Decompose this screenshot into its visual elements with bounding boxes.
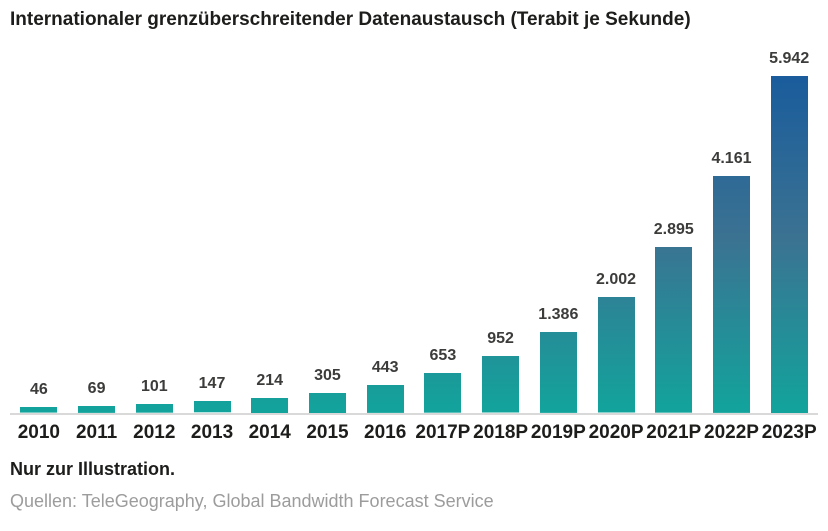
bar-value-label: 443: [371, 358, 399, 376]
bar: [597, 297, 635, 413]
bar-column: 653: [414, 347, 472, 413]
bar: [366, 384, 404, 413]
bar-column: 305: [299, 367, 357, 413]
x-axis-label: 2016: [364, 421, 407, 443]
bar: [78, 405, 116, 413]
bar-column: 443: [356, 359, 414, 413]
bar-value-label: 952: [487, 330, 514, 348]
bar-column: 5.942: [760, 50, 818, 413]
x-axis-label: 2015: [306, 421, 349, 443]
x-axis-label: 2019P: [530, 421, 586, 443]
bar: [770, 75, 808, 413]
source-line: Quellen: TeleGeography, Global Bandwidth…: [10, 490, 494, 511]
bar-column: 1.386: [529, 306, 587, 413]
bar-value-label: 5.942: [769, 49, 810, 67]
bar-value-label: 214: [256, 371, 284, 389]
bar-value-label: 69: [87, 379, 106, 397]
bar-column: 952: [472, 330, 530, 413]
x-axis-label: 2010: [17, 421, 60, 443]
bar-column: 46: [10, 381, 68, 413]
bar-value-label: 101: [140, 378, 168, 396]
bar: [20, 407, 58, 413]
bar-value-label: 305: [314, 366, 341, 384]
bar-value-label: 2.002: [596, 271, 637, 289]
x-axis-label: 2018P: [473, 421, 529, 443]
x-axis-label: 2023P: [761, 421, 817, 443]
bar: [424, 373, 462, 413]
bar: [482, 356, 520, 413]
bar: [655, 247, 693, 413]
bar: [135, 404, 173, 413]
bar-chart: 46 69 101 147 214 305 443 653 952 1.386 2.002 2.895…: [10, 32, 818, 444]
bar-value-label: 653: [429, 347, 457, 365]
bar-value-label: 147: [198, 375, 226, 393]
bar-value-label: 1.386: [538, 305, 579, 323]
bar-value-label: 46: [29, 381, 48, 399]
bar-column: 147: [183, 375, 241, 413]
bar-column: 214: [241, 372, 299, 413]
bar-value-label: 4.161: [711, 149, 752, 167]
bar: [539, 331, 577, 413]
bar-value-label: 2.895: [653, 221, 694, 239]
disclaimer-note: Nur zur Illustration.: [10, 458, 176, 479]
bar-column: 2.895: [645, 221, 703, 413]
x-axis-label: 2020P: [588, 421, 644, 443]
bar-column: 69: [68, 380, 126, 413]
x-axis-label: 2022P: [704, 421, 759, 443]
x-axis-label: 2013: [190, 421, 234, 443]
bar: [712, 175, 750, 413]
bar-column: 4.161: [703, 150, 761, 413]
plot-area: 46 69 101 147 214 305 443 653 952 1.386 2.002 2.895…: [10, 32, 818, 415]
bar-column: 2.002: [587, 271, 645, 413]
bar: [251, 397, 289, 413]
bar: [308, 392, 346, 413]
x-axis-label: 2014: [248, 421, 291, 443]
x-axis-label: 2011: [75, 421, 118, 443]
x-axis-label: 2017P: [415, 421, 471, 443]
x-axis: 2010 2011 2012 2013 2014 2015 2016 2017P 2018P 20…: [10, 415, 818, 444]
chart-title: Internationaler grenzüberschreitender Da…: [10, 9, 691, 30]
x-axis-label: 2021P: [646, 421, 702, 443]
bar-column: 101: [125, 378, 183, 413]
x-axis-label: 2012: [133, 421, 176, 443]
bar: [193, 401, 231, 413]
